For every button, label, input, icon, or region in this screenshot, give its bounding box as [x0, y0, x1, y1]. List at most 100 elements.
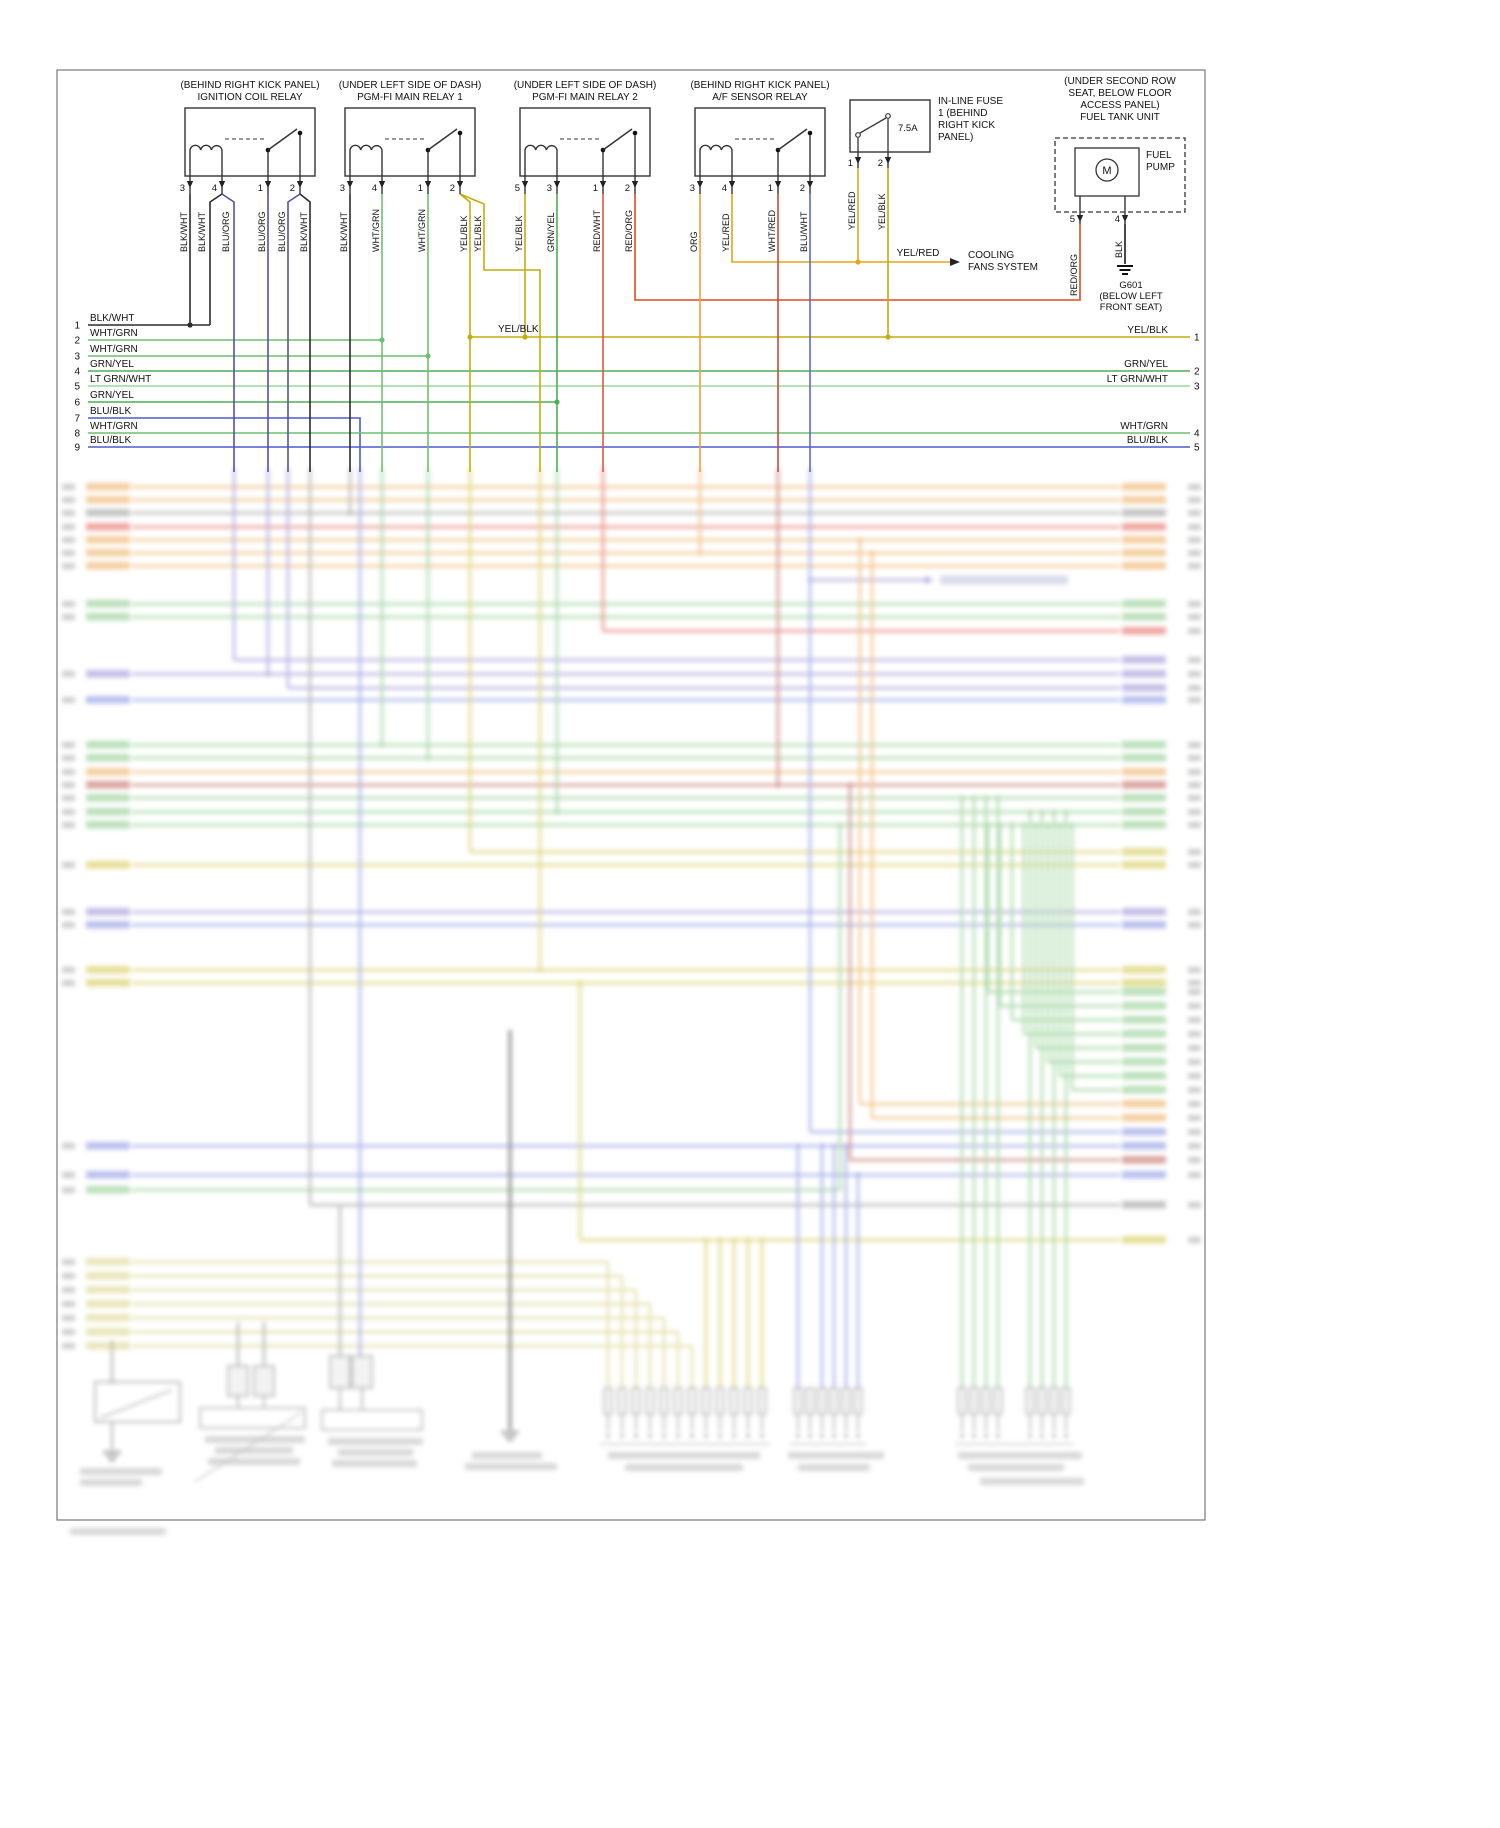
wire-color-label: RED/ORG — [1069, 254, 1079, 296]
wire-color-label: BLU/WHT — [799, 211, 809, 252]
blurred-wire-label — [1122, 1236, 1166, 1244]
blurred-wire-label — [1122, 509, 1166, 517]
blurred-pin-number — [62, 769, 75, 775]
blurred-wire-label — [1122, 549, 1166, 557]
blurred-wire-label — [86, 1171, 130, 1179]
blurred-wire-label — [1122, 979, 1166, 987]
blurred-wire-label — [1122, 848, 1166, 856]
blurred-wire-label — [1122, 684, 1166, 692]
blurred-pin-number — [62, 601, 75, 607]
fuel-pump-label: PUMP — [1146, 162, 1175, 173]
blurred-pin-number — [62, 1143, 75, 1149]
blurred-pin-dot — [856, 1434, 860, 1438]
wire — [299, 193, 311, 472]
junction-dot — [554, 399, 560, 405]
blurred-wire-label — [86, 921, 130, 929]
blurred-pin-number — [1188, 980, 1201, 986]
right-wire-label: GRN/YEL — [1124, 359, 1168, 370]
blurred-pin-number — [1188, 1237, 1201, 1243]
right-wire-number: 3 — [1194, 382, 1200, 393]
wire — [459, 193, 541, 472]
fuse-caption: IN-LINE FUSE — [938, 96, 1003, 107]
blurred-pin-number — [1188, 1045, 1201, 1051]
blurred-pin-number — [1188, 524, 1201, 530]
blurred-wire-label — [1122, 908, 1166, 916]
wire-inline-label: YEL/BLK — [498, 324, 539, 335]
pin-number: 3 — [180, 183, 185, 194]
arrow-down-icon — [378, 181, 386, 188]
relay-4: 3 4 1 2 (BEHIND RIGHT KICK PANEL)A/F SENSOR … — [689, 80, 830, 252]
relay-3: 5 3 1 2 (UNDER LEFT SIDE OF DASH)PGM-FI MAIN… — [514, 80, 657, 252]
blurred-wire-label — [1122, 1171, 1166, 1179]
fuel-tank-location: SEAT, BELOW FLOOR — [1068, 88, 1171, 99]
pin-number: 5 — [515, 183, 520, 194]
left-wire-number: 8 — [74, 429, 80, 440]
left-wire-label: LT GRN/WHT — [90, 374, 151, 385]
blurred-wire-label — [1122, 670, 1166, 678]
blurred-wire-label — [86, 1142, 130, 1150]
blurred-pin-number — [62, 563, 75, 569]
wire-color-label: BLK/WHT — [197, 211, 207, 252]
blurred-caption — [338, 1449, 413, 1456]
blurred-pin-dot — [634, 1434, 638, 1438]
blurred-pin-dot — [1052, 1434, 1056, 1438]
relay-box — [184, 107, 316, 177]
blurred-pin-number — [62, 1287, 75, 1293]
wire-color-label: ORG — [689, 231, 699, 252]
blurred-pin-dot — [662, 1434, 666, 1438]
junction-dot — [467, 334, 473, 340]
blurred-wire-label — [1122, 966, 1166, 974]
blurred-wire-label — [1122, 536, 1166, 544]
blurred-wire-label — [1122, 861, 1166, 869]
pin-number: 1 — [768, 183, 773, 194]
junction-dot — [379, 337, 385, 343]
pin-number: 2 — [450, 183, 455, 194]
wire-color-label: BLU/ORG — [221, 211, 231, 252]
left-wire-label: WHT/GRN — [90, 344, 138, 355]
blurred-wire-label — [1122, 1030, 1166, 1038]
arrow-down-icon — [296, 181, 304, 188]
pin-number: 1 — [848, 158, 853, 169]
blurred-pin-number — [1188, 685, 1201, 691]
blurred-pin-dot — [844, 1434, 848, 1438]
blurred-pin-number — [1188, 497, 1201, 503]
fuse-element — [859, 117, 887, 134]
blurred-wire-label — [1122, 781, 1166, 789]
blurred-wire-label — [86, 741, 130, 749]
blurred-pin-dot — [972, 1434, 976, 1438]
pin-number: 4 — [372, 183, 377, 194]
blurred-pin-number — [1188, 1087, 1201, 1093]
wire-color-label: BLK/WHT — [179, 211, 189, 252]
junction-dot — [885, 334, 891, 340]
switch-blade — [777, 128, 808, 151]
wire-color-label: YEL/BLK — [877, 193, 887, 230]
junction-dot — [425, 353, 431, 359]
relay-location: (BEHIND RIGHT KICK PANEL) — [690, 80, 829, 91]
blurred-wire-label — [86, 821, 130, 829]
blurred-pin-number — [1188, 909, 1201, 915]
blurred-caption — [70, 1528, 166, 1535]
blurred-component-box — [321, 1409, 423, 1431]
blurred-pin-number — [62, 782, 75, 788]
relay-coil — [349, 144, 383, 176]
blurred-pin-number — [62, 671, 75, 677]
junction-dot — [187, 322, 193, 328]
blurred-component-box — [199, 1407, 306, 1429]
blurred-pin-dot — [960, 1434, 964, 1438]
blurred-wire — [99, 1389, 173, 1419]
left-wire-label: WHT/GRN — [90, 421, 138, 432]
arrow-down-icon — [1121, 215, 1129, 222]
blurred-pin-number — [1188, 809, 1201, 815]
blurred-pin-number — [1188, 1003, 1201, 1009]
blurred-wire-label — [1122, 627, 1166, 635]
blurred-pin-dot — [808, 1434, 812, 1438]
left-wire-number: 2 — [74, 336, 80, 347]
blurred-wire-label — [1122, 768, 1166, 776]
blurred-pin-dot — [996, 1434, 1000, 1438]
switch-blade — [602, 128, 633, 151]
blurred-pin-dot — [704, 1434, 708, 1438]
blurred-wire-label — [1122, 1128, 1166, 1136]
blurred-wire-label — [86, 509, 130, 517]
